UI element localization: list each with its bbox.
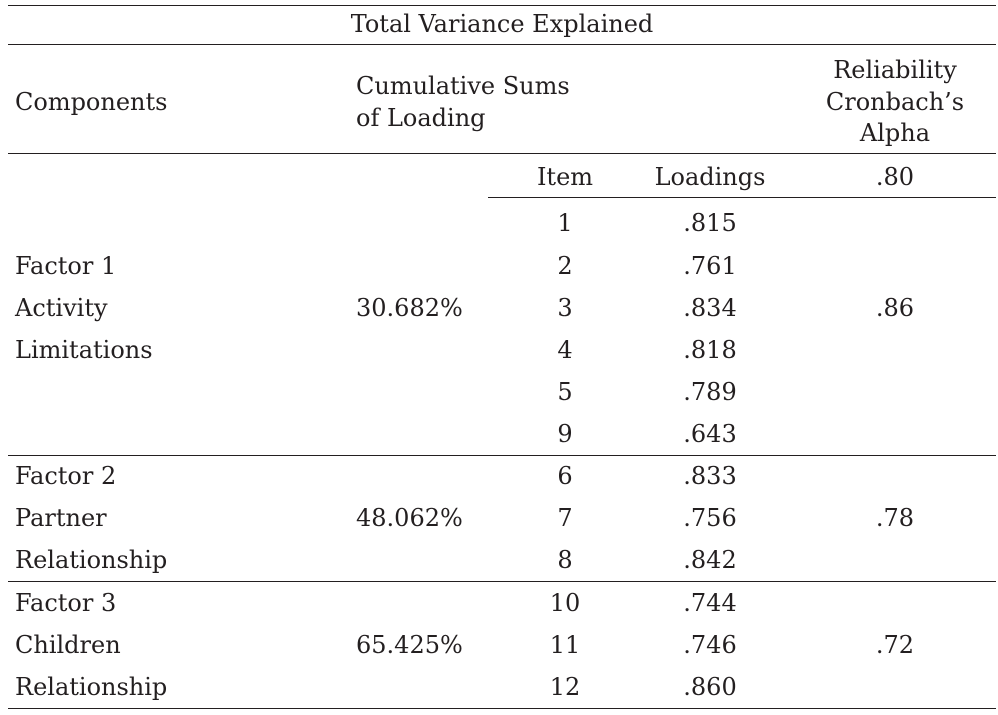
item-cell: 1 — [557, 209, 573, 237]
loading-cell: .833 — [683, 462, 737, 490]
factor-1-alpha: .86 — [875, 294, 915, 322]
loading-cell: .860 — [683, 673, 737, 701]
item-cell: 12 — [549, 673, 581, 701]
factor-3-alpha: .72 — [875, 631, 915, 659]
loading-cell: .761 — [683, 252, 737, 280]
loading-cell: .815 — [683, 209, 737, 237]
rule-under-subheader — [488, 197, 996, 198]
factor-2-name-line-1: Factor 2 — [15, 462, 117, 490]
rule-bottom — [8, 708, 996, 709]
factor-1-name-line-1: Factor 1 — [15, 252, 117, 280]
rule-under-header — [8, 153, 996, 154]
item-cell: 7 — [557, 504, 573, 532]
rule-factor-2 — [8, 581, 996, 582]
item-cell: 4 — [557, 336, 573, 364]
loading-cell: .746 — [683, 631, 737, 659]
header-reliability-line-3: Alpha — [859, 119, 931, 147]
rule-top — [8, 5, 996, 6]
factor-2-name-line-2: Partner — [15, 504, 107, 532]
rule-factor-1 — [8, 455, 996, 456]
factor-3-name-line-3: Relationship — [15, 673, 168, 701]
factor-1-cumulative: 30.682% — [356, 294, 463, 322]
factor-1-name-line-2: Activity — [15, 294, 108, 322]
header-reliability-line-1: Reliability — [833, 56, 957, 84]
header-item: Item — [536, 163, 594, 191]
header-cumulative-line-1: Cumulative Sums — [356, 72, 570, 100]
item-cell: 3 — [557, 294, 573, 322]
loading-cell: .756 — [683, 504, 737, 532]
item-cell: 9 — [557, 420, 573, 448]
table-title: Total Variance Explained — [350, 10, 654, 38]
item-cell: 5 — [557, 378, 573, 406]
loading-cell: .744 — [683, 589, 737, 617]
factor-2-name-line-3: Relationship — [15, 546, 168, 574]
factor-3-name-line-1: Factor 3 — [15, 589, 117, 617]
header-cumulative-line-2: of Loading — [356, 104, 486, 132]
factor-3-name-line-2: Children — [15, 631, 121, 659]
loading-cell: .643 — [683, 420, 737, 448]
factor-3-cumulative: 65.425% — [356, 631, 463, 659]
header-reliability-line-2: Cronbach’s — [825, 88, 965, 116]
factor-2-cumulative: 48.062% — [356, 504, 463, 532]
factor-1-name-line-3: Limitations — [15, 336, 153, 364]
item-cell: 10 — [549, 589, 581, 617]
header-components: Components — [15, 88, 168, 116]
loading-cell: .834 — [683, 294, 737, 322]
loading-cell: .818 — [683, 336, 737, 364]
item-cell: 6 — [557, 462, 573, 490]
item-cell: 2 — [557, 252, 573, 280]
item-cell: 8 — [557, 546, 573, 574]
factor-2-alpha: .78 — [875, 504, 915, 532]
header-loadings: Loadings — [654, 163, 766, 191]
header-alpha-total: .80 — [875, 163, 915, 191]
loading-cell: .789 — [683, 378, 737, 406]
loading-cell: .842 — [683, 546, 737, 574]
item-cell: 11 — [549, 631, 581, 659]
rule-under-title — [8, 44, 996, 45]
